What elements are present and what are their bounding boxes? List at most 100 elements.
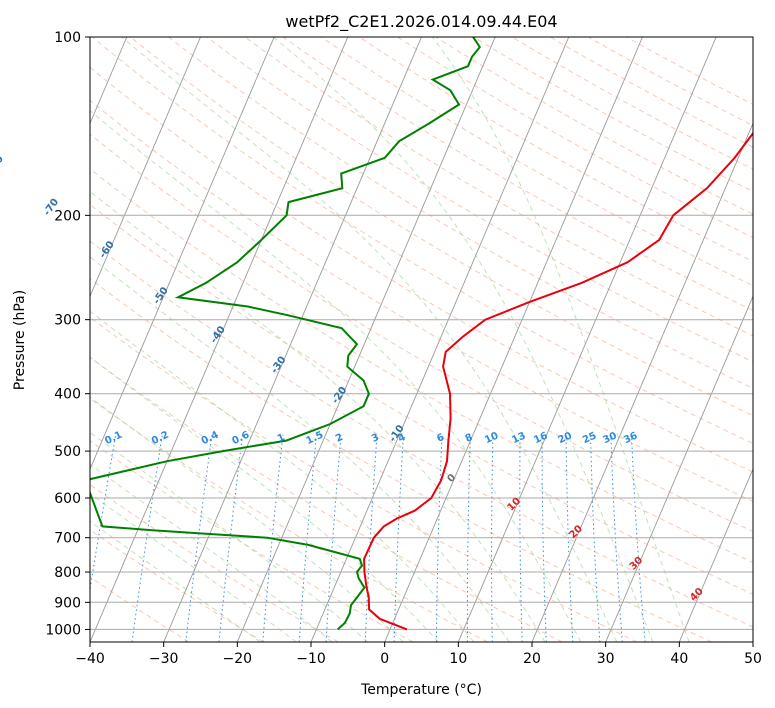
- mixing-ratio-label: 36: [622, 430, 639, 446]
- mixing-ratio-line: [325, 435, 342, 642]
- isotherm-line: [752, 640, 753, 642]
- moist-adiabat-line: [90, 431, 369, 642]
- moist-adiabat-line: [431, 37, 690, 642]
- mixing-ratio-label: 10: [483, 430, 500, 446]
- mixing-ratio-label: 3: [370, 432, 381, 445]
- mixing-ratio-line: [631, 435, 646, 642]
- mixing-ratio-label: 25: [581, 430, 598, 446]
- y-tick-label: 800: [54, 565, 81, 581]
- y-tick-label: 500: [54, 444, 81, 460]
- y-tick-label: 400: [54, 387, 81, 403]
- mixing-ratio-label: 20: [557, 430, 574, 446]
- x-axis: −40 −30 −20 −10 0 10 20 30 40 50: [75, 642, 762, 667]
- y-tick-label: 700: [54, 531, 81, 547]
- plot-frame: [89, 36, 754, 643]
- isoline-labels: -100-90-80-70-60-50-40-30-20-100.10.20.4…: [0, 154, 706, 604]
- mixing-ratio-label: 30: [601, 430, 618, 446]
- mixing-ratio-label: 2: [334, 432, 345, 445]
- isotherm-label: -60: [97, 239, 116, 260]
- y-tick-label: 1000: [45, 622, 81, 638]
- dry-adiabat-line: [168, 37, 753, 389]
- isotherm-line: [457, 37, 717, 642]
- mixing-ratio-line: [610, 435, 623, 642]
- mixing-ratio-label: 0.1: [103, 430, 124, 447]
- chart-title: wetPf2_C2E1.2026.014.09.44.E04: [285, 12, 557, 32]
- profiles: [90, 37, 753, 631]
- mixing-ratio-line: [541, 435, 547, 642]
- x-tick-label: 30: [597, 651, 615, 667]
- mixing-ratio-line: [90, 435, 117, 593]
- moist-adiabat-line: [90, 396, 404, 642]
- mixing-ratio-label: 0.2: [150, 430, 171, 447]
- dry-adiabat-line: [90, 278, 712, 642]
- temperature-line: [363, 131, 753, 631]
- mixing-ratio-line: [491, 435, 494, 642]
- x-tick-label: 20: [523, 651, 541, 667]
- moist-adiabat-line: [90, 356, 439, 642]
- dry-adiabat-line: [90, 397, 488, 642]
- mixing-ratio-line: [590, 435, 601, 642]
- dry-adiabat-line: [549, 37, 753, 148]
- y-tick-label: 600: [54, 491, 81, 507]
- x-tick-label: −40: [75, 651, 105, 667]
- dry-adiabat-line: [90, 133, 753, 533]
- dry-adiabat-line: [90, 483, 339, 642]
- isotherm-line: [236, 37, 496, 642]
- dry-adiabat-line: [90, 240, 753, 628]
- y-tick-label: 100: [54, 30, 81, 46]
- moist-adiabat-line: [90, 190, 546, 642]
- dry-adiabat-line: [90, 66, 753, 473]
- dry-adiabat-line: [282, 37, 753, 312]
- y-axis-label: Pressure (hPa): [12, 290, 28, 390]
- moist-adiabat-line: [90, 256, 510, 642]
- mixing-ratio-label: 6: [435, 432, 446, 445]
- isotherm-line: [90, 37, 349, 642]
- dewpoint-line: [90, 37, 482, 631]
- isotherm-label: -40: [209, 324, 228, 345]
- warm-isotherm-label: 20: [567, 523, 585, 541]
- isotherm-label: -80: [0, 154, 6, 175]
- x-tick-label: −20: [223, 651, 253, 667]
- pressure-grid: [90, 37, 753, 630]
- background-lines: [90, 37, 753, 642]
- dry-adiabat-line: [90, 356, 563, 642]
- isotherm-line: [531, 122, 753, 642]
- y-tick-label: 900: [54, 595, 81, 611]
- isotherm-line: [90, 37, 275, 471]
- x-tick-label: 10: [449, 651, 467, 667]
- moist-adiabat-line: [121, 37, 618, 642]
- dry-adiabat-line: [130, 37, 753, 417]
- dry-adiabat-line: [244, 37, 753, 337]
- dry-adiabat-line: [90, 316, 638, 642]
- moist-adiabat-line: [90, 310, 475, 642]
- dry-adiabat-line: [90, 168, 753, 563]
- warm-isotherm-label: 40: [688, 586, 706, 604]
- x-tick-label: 50: [744, 651, 762, 667]
- isotherm-line: [384, 37, 643, 642]
- dry-adiabat-line: [435, 37, 753, 215]
- y-tick-label: 200: [54, 208, 81, 224]
- x-tick-label: −30: [149, 651, 179, 667]
- y-tick-label: 300: [54, 313, 81, 329]
- mixing-ratio-line: [364, 435, 378, 642]
- mixing-ratio-label: 8: [464, 432, 475, 445]
- mixing-ratio-line: [435, 435, 443, 642]
- isotherm-line: [163, 37, 422, 642]
- dry-adiabat-line: [90, 203, 753, 595]
- mixing-ratio-line: [519, 435, 523, 642]
- moist-adiabat-line: [273, 37, 654, 642]
- isotherm-line: [310, 37, 570, 642]
- y-axis: 1000 900 800 700 600 500 400 300 200 100: [45, 30, 90, 638]
- isotherm-label: -30: [269, 355, 288, 376]
- isotherm-line: [678, 467, 753, 642]
- mixing-ratio-label: 4: [397, 432, 408, 445]
- mixing-ratio-label: 16: [532, 430, 549, 446]
- mixing-ratio-line: [393, 435, 404, 642]
- isotherm-line: [605, 295, 753, 642]
- mixing-ratio-label: 13: [510, 430, 527, 446]
- moist-adiabat-line: [90, 493, 297, 642]
- x-tick-label: 40: [670, 651, 688, 667]
- x-tick-label: 0: [380, 651, 389, 667]
- mixing-ratio-line: [565, 435, 574, 642]
